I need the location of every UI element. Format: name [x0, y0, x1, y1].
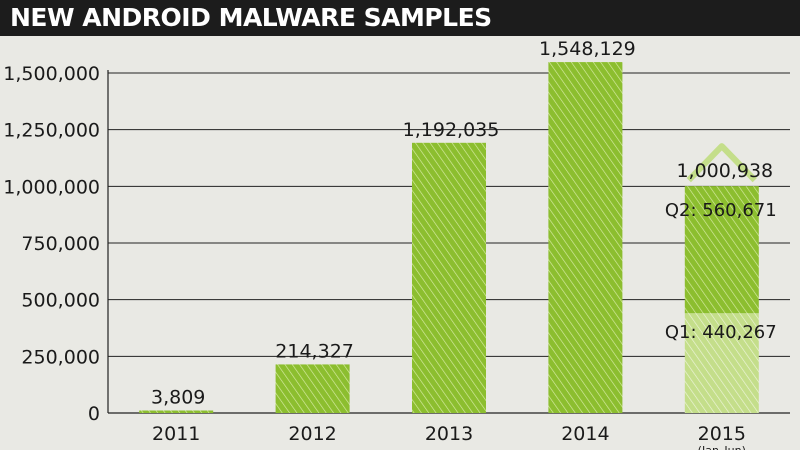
chart-title: NEW ANDROID MALWARE SAMPLES — [10, 3, 492, 32]
y-tick-label: 500,000 — [21, 290, 100, 312]
data-label: 1,000,938 — [676, 160, 773, 182]
title-bar: NEW ANDROID MALWARE SAMPLES — [0, 0, 800, 36]
y-axis: 0 250,000 500,000 750,000 1,000,000 1,250,000… — [3, 63, 790, 425]
labels: 3,809 2011 214,327 2012 1,192,035 2013 1,548,1… — [151, 38, 777, 450]
x-tick-label: 2015 — [698, 423, 746, 445]
x-tick-label: 2011 — [152, 423, 200, 445]
bars — [139, 62, 759, 413]
y-tick-label: 250,000 — [21, 346, 100, 368]
segment-label-q1: Q1: 440,267 — [665, 322, 777, 343]
bar — [275, 364, 350, 413]
segment-label-q2: Q2: 560,671 — [665, 200, 777, 221]
data-label: 1,192,035 — [403, 119, 500, 141]
y-tick-label: 750,000 — [21, 233, 100, 255]
bar-2015-q1 — [684, 313, 759, 413]
x-tick-label: 2013 — [425, 423, 473, 445]
x-tick-label: 2014 — [561, 423, 609, 445]
bar — [139, 410, 214, 413]
bar — [548, 62, 623, 413]
x-tick-sublabel: (Jan–Jun) — [698, 444, 746, 450]
data-label: 3,809 — [151, 387, 205, 409]
trend-arrow-icon — [686, 143, 757, 183]
y-tick-label: 0 — [88, 403, 100, 425]
data-label: 1,548,129 — [539, 38, 636, 60]
y-tick-label: 1,250,000 — [3, 120, 100, 142]
y-tick-label: 1,000,000 — [3, 176, 100, 198]
bar — [412, 142, 486, 413]
x-tick-label: 2012 — [288, 423, 336, 445]
data-label: 214,327 — [275, 340, 354, 362]
bar-2015-q2 — [684, 186, 759, 314]
y-tick-label: 1,500,000 — [3, 63, 100, 85]
